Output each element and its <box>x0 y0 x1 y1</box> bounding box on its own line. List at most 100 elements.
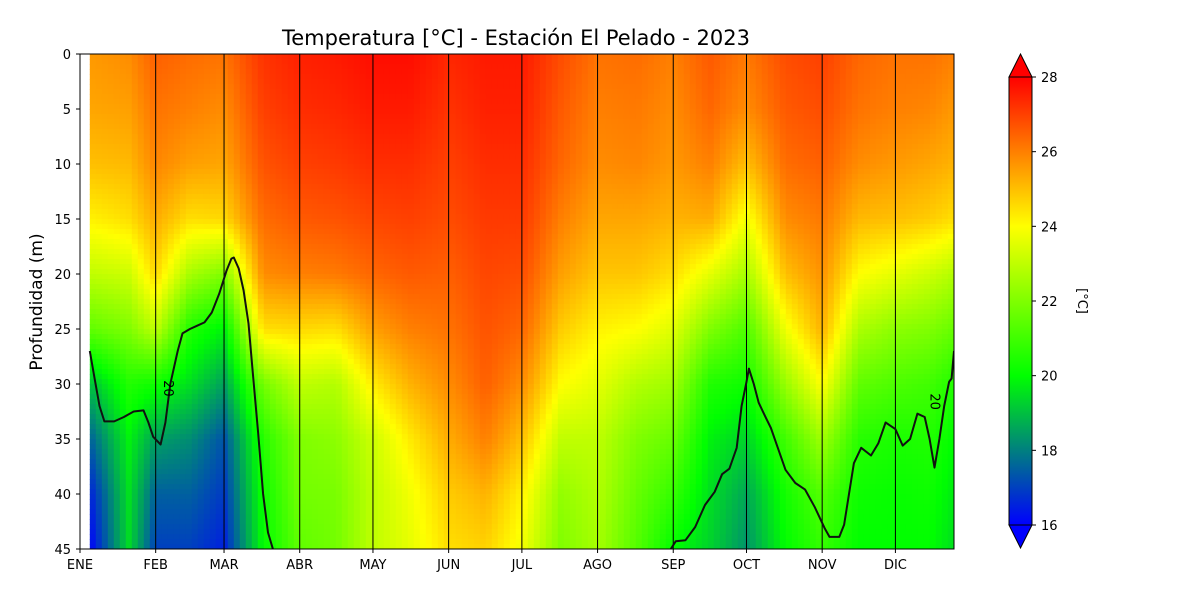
heatmap-cell <box>281 384 289 390</box>
heatmap-cell <box>371 99 379 105</box>
heatmap-cell <box>161 294 169 300</box>
heatmap-cell <box>167 384 175 390</box>
heatmap-cell <box>161 244 169 250</box>
heatmap-cell <box>227 89 235 95</box>
heatmap-cell <box>365 99 373 105</box>
heatmap-cell <box>287 404 295 410</box>
heatmap-cell <box>335 329 343 335</box>
heatmap-cell <box>197 69 205 75</box>
heatmap-cell <box>365 304 373 310</box>
heatmap-cell <box>95 179 103 185</box>
heatmap-cell <box>311 484 319 490</box>
heatmap-cell <box>191 174 199 180</box>
heatmap-cell <box>341 434 349 440</box>
heatmap-cell <box>293 364 301 370</box>
heatmap-cell <box>185 184 193 190</box>
heatmap-cell <box>95 214 103 220</box>
heatmap-cell <box>287 344 295 350</box>
heatmap-cell <box>329 269 337 275</box>
heatmap-cell <box>221 54 229 60</box>
heatmap-cell <box>185 519 193 525</box>
heatmap-cell <box>317 314 325 320</box>
heatmap-cell <box>227 74 235 80</box>
heatmap-cell <box>275 229 283 235</box>
heatmap-cell <box>233 284 241 290</box>
heatmap-cell <box>287 504 295 510</box>
heatmap-cell <box>335 529 343 535</box>
heatmap-cell <box>155 304 163 310</box>
heatmap-cell <box>221 139 229 145</box>
heatmap-cell <box>305 489 313 495</box>
heatmap-cell <box>359 254 367 260</box>
heatmap-cell <box>233 104 241 110</box>
heatmap-cell <box>239 239 247 245</box>
heatmap-cell <box>263 219 271 225</box>
heatmap-cell <box>341 529 349 535</box>
heatmap-cell <box>209 254 217 260</box>
heatmap-cell <box>125 244 133 250</box>
heatmap-cell <box>251 294 259 300</box>
heatmap-cell <box>119 514 127 520</box>
heatmap-cell <box>257 324 265 330</box>
heatmap-cell <box>275 344 283 350</box>
heatmap-cell <box>329 139 337 145</box>
heatmap-cell <box>95 369 103 375</box>
heatmap-cell <box>227 54 235 60</box>
heatmap-cell <box>209 484 217 490</box>
heatmap-cell <box>173 359 181 365</box>
heatmap-cell <box>107 214 115 220</box>
heatmap-cell <box>239 389 247 395</box>
heatmap-cell <box>251 74 259 80</box>
heatmap-cell <box>131 204 139 210</box>
heatmap-cell <box>173 409 181 415</box>
heatmap-cell <box>377 374 385 380</box>
heatmap-cell <box>143 109 151 115</box>
heatmap-cell <box>239 249 247 255</box>
heatmap-cell <box>239 159 247 165</box>
heatmap-cell <box>281 304 289 310</box>
heatmap-cell <box>215 339 223 345</box>
heatmap-cell <box>221 74 229 80</box>
heatmap-cell <box>287 384 295 390</box>
heatmap-cell <box>167 484 175 490</box>
heatmap-cell <box>131 179 139 185</box>
heatmap-cell <box>113 159 121 165</box>
heatmap-cell <box>341 419 349 425</box>
heatmap-cell <box>323 259 331 265</box>
heatmap-cell <box>263 259 271 265</box>
heatmap-cell <box>347 269 355 275</box>
heatmap-cell <box>209 174 217 180</box>
heatmap-cell <box>341 499 349 505</box>
heatmap-cell <box>221 369 229 375</box>
heatmap-cell <box>119 94 127 100</box>
heatmap-cell <box>215 134 223 140</box>
heatmap-cell <box>323 524 331 530</box>
heatmap-cell <box>143 404 151 410</box>
heatmap-cell <box>365 239 373 245</box>
heatmap-cell <box>377 259 385 265</box>
heatmap-cell <box>269 489 277 495</box>
heatmap-cell <box>215 129 223 135</box>
heatmap-cell <box>329 394 337 400</box>
heatmap-cell <box>131 454 139 460</box>
heatmap-cell <box>113 409 121 415</box>
heatmap-cell <box>125 259 133 265</box>
heatmap-cell <box>269 324 277 330</box>
heatmap-cell <box>209 169 217 175</box>
heatmap-cell <box>257 514 265 520</box>
heatmap-cell <box>131 449 139 455</box>
heatmap-cell <box>359 144 367 150</box>
heatmap-cell <box>353 509 361 515</box>
heatmap-cell <box>317 329 325 335</box>
heatmap-cell <box>149 534 157 540</box>
heatmap-cell <box>89 299 97 305</box>
heatmap-cell <box>383 104 391 110</box>
heatmap-cell <box>119 434 127 440</box>
heatmap-cell <box>257 174 265 180</box>
heatmap-cell <box>269 209 277 215</box>
heatmap-cell <box>101 354 109 360</box>
heatmap-cell <box>377 539 385 545</box>
heatmap-cell <box>89 519 97 525</box>
heatmap-cell <box>209 94 217 100</box>
heatmap-cell <box>383 84 391 90</box>
